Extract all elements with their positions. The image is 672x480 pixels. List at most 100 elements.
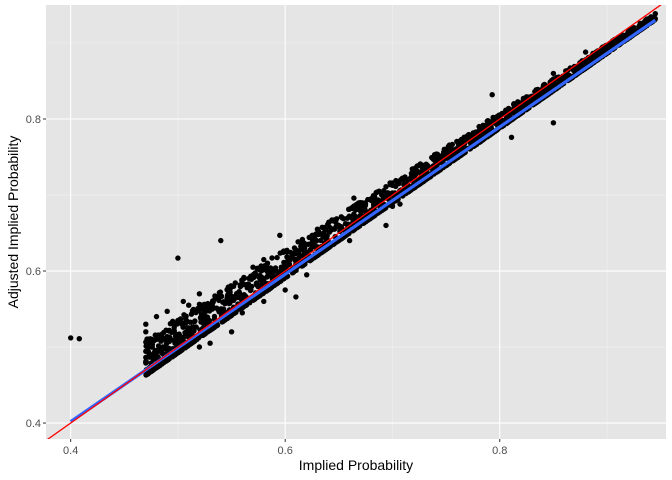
data-point: [314, 226, 321, 232]
data-point: [293, 247, 299, 253]
data-point: [143, 360, 149, 366]
data-point: [422, 165, 428, 172]
data-point: [143, 321, 149, 327]
data-point: [357, 205, 363, 211]
y-axis-ticks: 0.4 0.6 0.8: [26, 114, 46, 430]
data-point: [265, 270, 271, 276]
x-tick-label: 0.6: [278, 445, 293, 457]
data-point: [225, 284, 231, 290]
x-tick-label: 0.8: [492, 445, 507, 457]
data-point: [336, 222, 342, 229]
data-point: [277, 232, 283, 238]
data-point: [357, 199, 363, 206]
data-point: [464, 133, 471, 139]
data-point: [379, 192, 385, 198]
data-point: [340, 216, 347, 222]
y-tick-label: 0.8: [26, 114, 41, 126]
data-point: [389, 203, 396, 210]
data-point: [146, 354, 153, 360]
data-point: [382, 192, 389, 198]
data-point: [145, 336, 151, 342]
x-tick-label: 0.4: [63, 445, 78, 457]
data-point: [218, 237, 224, 244]
data-point: [180, 298, 186, 305]
data-point: [295, 239, 301, 245]
data-point: [326, 229, 333, 235]
data-point: [454, 138, 460, 145]
data-point: [230, 283, 237, 289]
data-point: [186, 302, 192, 308]
data-point: [282, 287, 288, 293]
data-point: [145, 370, 151, 377]
data-point: [593, 51, 599, 58]
data-point: [550, 82, 557, 88]
data-point: [370, 199, 376, 205]
data-point: [247, 287, 254, 294]
data-point: [508, 134, 515, 140]
data-point: [582, 59, 589, 65]
data-point: [211, 325, 217, 331]
data-point: [443, 146, 449, 153]
data-point: [432, 158, 438, 164]
data-point: [220, 299, 226, 305]
data-point: [252, 270, 258, 276]
data-point: [383, 222, 389, 229]
data-point: [230, 295, 236, 301]
data-point: [550, 70, 557, 77]
data-point: [256, 274, 262, 280]
data-point: [227, 313, 233, 319]
data-point: [274, 254, 280, 261]
data-point: [550, 120, 557, 126]
data-point: [619, 33, 626, 39]
data-point: [631, 25, 637, 31]
y-tick-label: 0.4: [26, 418, 41, 430]
data-point: [304, 272, 310, 278]
data-point: [374, 189, 380, 195]
data-point: [293, 294, 299, 300]
data-point: [166, 327, 172, 333]
data-point: [211, 313, 218, 320]
y-tick-label: 0.6: [26, 266, 41, 278]
data-point: [448, 151, 454, 158]
data-point: [545, 83, 551, 89]
data-point: [261, 256, 267, 263]
data-point: [204, 314, 211, 320]
data-point: [518, 104, 524, 111]
data-point: [303, 249, 309, 255]
data-point: [325, 221, 331, 228]
data-point: [492, 115, 498, 121]
data-point: [284, 249, 290, 255]
data-point: [164, 334, 170, 340]
data-point: [308, 241, 314, 248]
data-point: [261, 298, 267, 305]
data-point: [183, 320, 189, 326]
x-axis-ticks: 0.4 0.6 0.8: [63, 439, 507, 457]
data-point: [289, 255, 296, 261]
data-point: [165, 356, 171, 363]
data-point: [320, 230, 326, 237]
data-point: [258, 267, 264, 273]
data-point: [636, 23, 642, 29]
data-point: [503, 115, 510, 121]
data-point: [615, 36, 621, 42]
data-point: [642, 17, 648, 24]
data-point: [160, 344, 166, 350]
data-point: [180, 324, 186, 330]
data-point: [228, 329, 235, 335]
data-point: [175, 317, 181, 324]
data-point: [486, 120, 492, 126]
data-point: [288, 249, 294, 256]
data-point: [405, 177, 411, 183]
data-point: [351, 211, 357, 217]
data-point: [498, 112, 504, 118]
data-point: [250, 264, 256, 270]
data-point: [76, 336, 83, 342]
data-point: [358, 209, 364, 216]
data-point: [158, 335, 165, 341]
data-point: [604, 45, 610, 51]
data-point: [186, 332, 192, 339]
data-point: [253, 280, 260, 286]
data-point: [188, 311, 195, 317]
data-point: [489, 92, 495, 98]
data-point: [387, 180, 393, 186]
